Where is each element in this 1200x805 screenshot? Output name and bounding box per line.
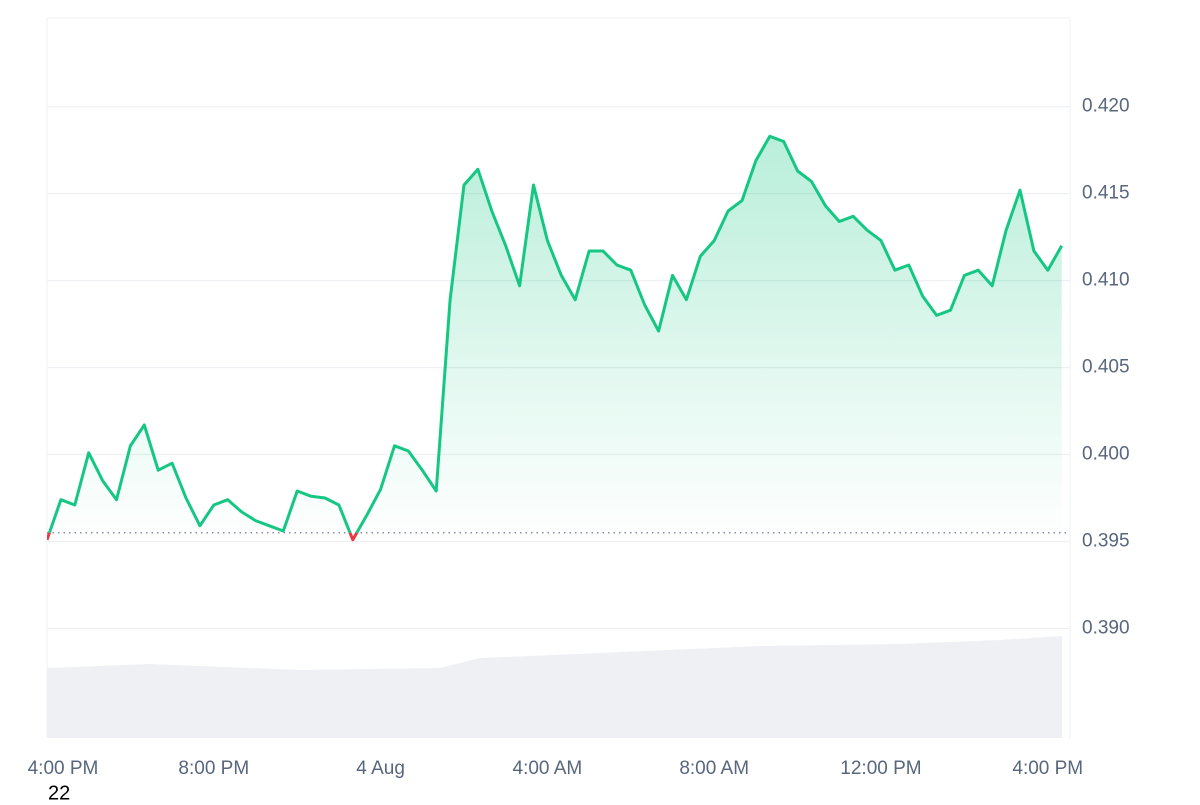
x-tick-label: 4 Aug xyxy=(356,758,405,779)
axes: 0.390 0.395 0.400 0.405 0.410 0.415 0.420 4:00 … xyxy=(28,96,1130,779)
volume-area xyxy=(47,636,1062,738)
x-tick-label: 4:00 PM xyxy=(28,758,99,779)
x-tick-label: 12:00 PM xyxy=(840,758,921,779)
y-tick-label: 0.405 xyxy=(1082,357,1130,378)
x-tick-label: 4:00 AM xyxy=(513,758,583,779)
x-tick-label: 8:00 AM xyxy=(679,758,749,779)
y-tick-label: 0.395 xyxy=(1082,530,1130,551)
y-tick-label: 0.420 xyxy=(1082,96,1130,117)
footer-text: 22 xyxy=(48,782,70,800)
y-tick-label: 0.400 xyxy=(1082,444,1130,465)
y-tick-label: 0.415 xyxy=(1082,183,1130,204)
y-tick-label: 0.410 xyxy=(1082,270,1130,291)
x-tick-label: 4:00 PM xyxy=(1012,758,1083,779)
line xyxy=(47,134,1064,533)
area xyxy=(49,136,1062,533)
x-tick-label: 8:00 PM xyxy=(178,758,249,779)
plot xyxy=(47,134,1070,542)
y-tick-label: 0.390 xyxy=(1082,617,1130,638)
